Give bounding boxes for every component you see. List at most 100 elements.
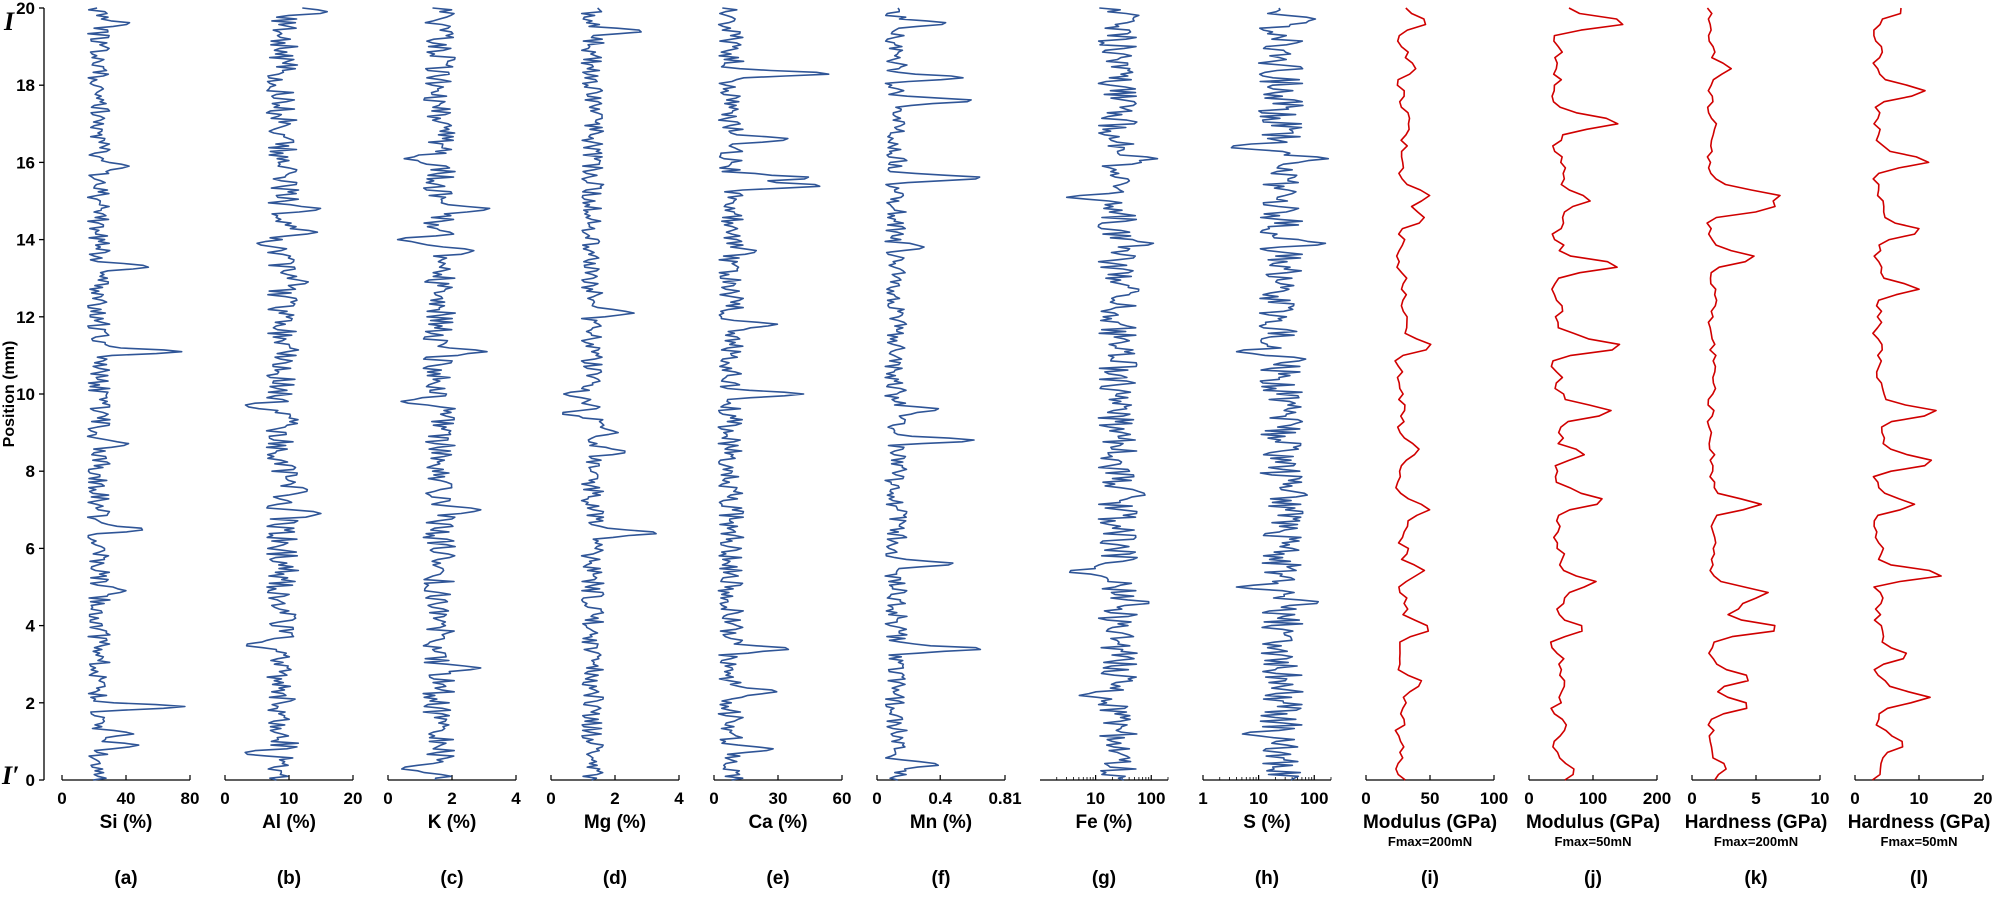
x-tick-label: 0 [57,789,66,808]
panel-tag: (a) [114,868,137,889]
x-tick-label: 10 [1910,789,1929,808]
y-tick-label: 12 [16,308,35,327]
x-tick-label: 0 [1687,789,1696,808]
panel-e: 0 30 60 Ca (%) (e) [709,7,852,889]
x-axis-subtitle: Fmax=50mN [1881,834,1958,849]
panel-tag: (e) [766,868,789,889]
panel-tag: (h) [1255,868,1279,889]
y-tick-label: 18 [16,76,35,95]
series-line-b [244,7,328,781]
x-tick-label: 10 [1086,789,1105,808]
x-axis-title: S (%) [1243,812,1291,833]
panel-i: 0 50 100 Modulus (GPa)Fmax=200mN (i) [1361,7,1508,889]
x-tick-label: 0 [709,789,718,808]
series-line-l [1871,7,1942,781]
y-ticks: 0 2 4 6 8 10 12 14 16 18 20 [16,0,44,790]
x-tick-label: 20 [1974,789,1993,808]
x-tick-label: 2 [447,789,456,808]
x-tick-label: 5 [1751,789,1760,808]
x-tick-label: 0 [1361,789,1370,808]
x-tick-label: 0 [872,789,881,808]
panel-c: 0 2 4 K (%) (c) [383,7,521,889]
x-axis-title: Si (%) [100,812,153,833]
panel-tag: (k) [1744,868,1767,889]
x-tick-label: 100 [1300,789,1328,808]
panel-b: 0 10 20 Al (%) (b) [220,7,363,889]
panel-d: 0 2 4 Mg (%) (d) [546,7,684,889]
marker-top: I [3,7,15,36]
x-axis-subtitle: Fmax=50mN [1555,834,1632,849]
x-tick-label: 10 [280,789,299,808]
x-tick-label: 30 [769,789,788,808]
panel-tag: (b) [277,868,301,889]
series-line-a [86,7,186,781]
x-tick-label: 10 [1249,789,1268,808]
x-axis-title: Al (%) [262,812,316,833]
x-tick-label: 0 [220,789,229,808]
series-line-c [396,7,491,781]
x-tick-label: 2 [610,789,619,808]
x-tick-label: 200 [1643,789,1671,808]
x-tick-label: 0 [383,789,392,808]
y-tick-label: 20 [16,0,35,18]
panel-a: 0 40 80 Si (%) (a) [57,7,200,889]
y-axis: 0 2 4 6 8 10 12 14 16 18 20 Position (mm) [1,0,45,790]
x-axis-subtitle: Fmax=200mN [1714,834,1798,849]
x-axis-title: K (%) [428,812,477,833]
x-tick-label: 0.4 [928,789,952,808]
x-tick-label: 0.81 [988,789,1021,808]
series-line-i [1394,7,1432,781]
panel-l: 0 10 20 Hardness (GPa)Fmax=50mN (l) [1848,7,1993,889]
x-tick-label: 100 [1137,789,1165,808]
x-tick-label: 20 [344,789,363,808]
x-axis-title: Hardness (GPa) [1685,812,1828,833]
y-tick-label: 16 [16,153,35,172]
x-tick-label: 4 [674,789,684,808]
panel-tag: (i) [1421,868,1439,889]
y-tick-label: 4 [26,617,36,636]
panel-h: 1 10 100 S (%) (h) [1198,7,1332,889]
x-axis-title: Mg (%) [584,812,646,833]
x-tick-label: 100 [1480,789,1508,808]
y-tick-label: 0 [26,771,35,790]
panel-k: 0 5 10 Hardness (GPa)Fmax=200mN (k) [1685,7,1830,889]
x-tick-label: 100 [1579,789,1607,808]
y-tick-label: 6 [26,539,35,558]
series-line-j [1549,7,1624,781]
series-line-g [1065,7,1159,781]
y-tick-label: 8 [26,462,35,481]
x-axis-subtitle: Fmax=200mN [1388,834,1472,849]
x-tick-label: 80 [181,789,200,808]
series-line-h [1230,7,1330,781]
x-tick-label: 0 [546,789,555,808]
panel-tag: (j) [1584,868,1602,889]
series-line-f [884,7,982,781]
x-tick-label: 40 [117,789,136,808]
series-line-e [717,7,830,781]
x-tick-label: 0 [1524,789,1533,808]
panel-tag: (c) [440,868,463,889]
x-axis-title: Modulus (GPa) [1363,812,1497,833]
x-tick-label: 60 [833,789,852,808]
y-axis-title: Position (mm) [1,341,18,448]
x-axis-title: Fe (%) [1076,812,1133,833]
panel-f: 0 0.4 0.81 Mn (%) (f) [872,7,1022,889]
x-axis-title: Mn (%) [910,812,972,833]
y-tick-label: 14 [16,231,35,250]
x-tick-label: 10 [1811,789,1830,808]
y-tick-label: 2 [26,694,35,713]
x-tick-label: 4 [511,789,521,808]
x-tick-label: 0 [1850,789,1859,808]
x-axis-title: Hardness (GPa) [1848,812,1991,833]
x-axis-title: Ca (%) [748,812,807,833]
x-tick-label: 1 [1198,789,1207,808]
panel-tag: (g) [1092,868,1116,889]
series-line-d [562,7,657,781]
marker-bottom: I′ [1,761,19,790]
y-tick-label: 10 [16,385,35,404]
x-axis-title: Modulus (GPa) [1526,812,1660,833]
series-line-k [1706,7,1781,781]
